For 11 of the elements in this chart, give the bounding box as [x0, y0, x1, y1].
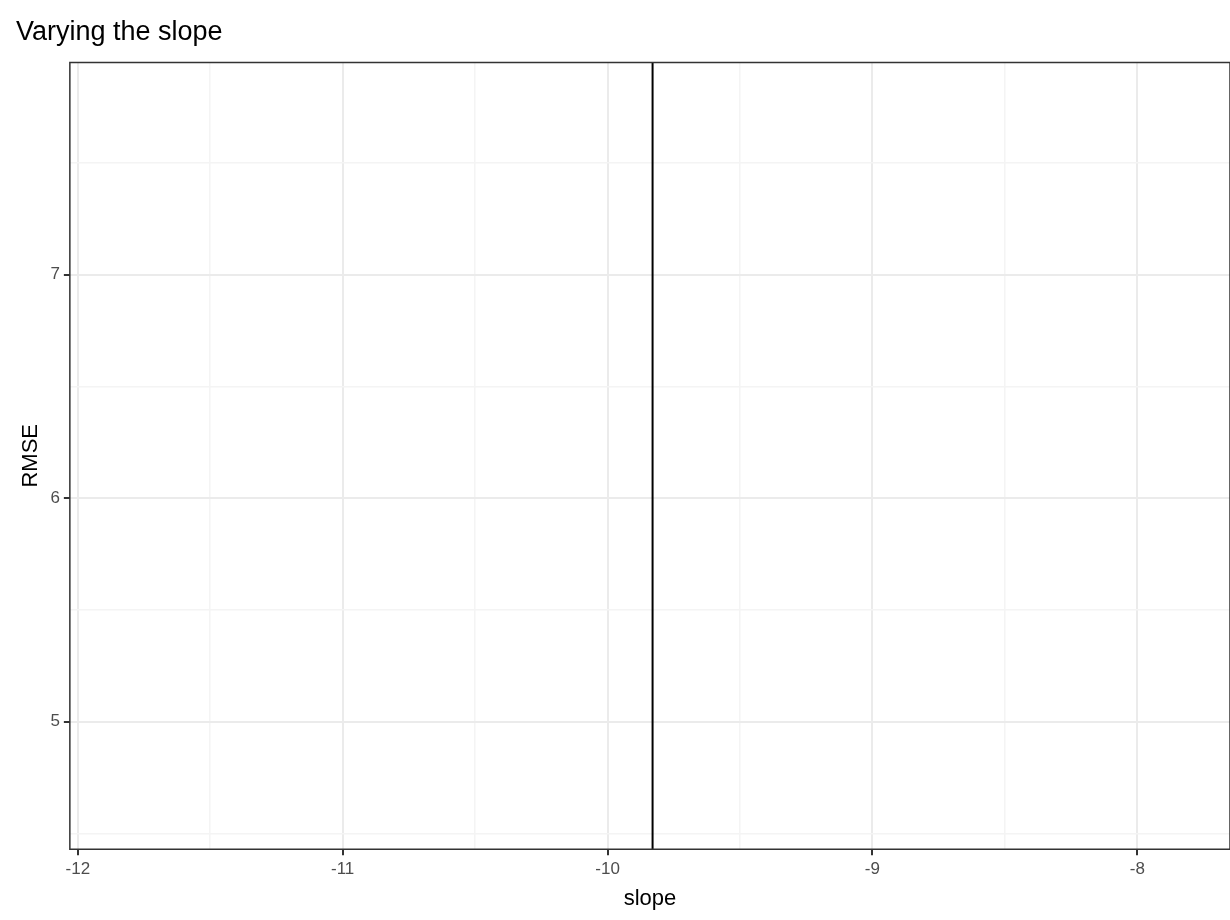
x-tick-label: -9: [864, 859, 880, 879]
y-tick-label: 6: [50, 487, 60, 507]
y-tick-label: 7: [50, 264, 60, 284]
x-tick-label: -8: [1129, 859, 1145, 879]
y-tick-label: 5: [50, 711, 60, 731]
x-axis-title: slope: [623, 884, 677, 910]
y-axis-title: RMSE: [17, 424, 43, 488]
x-tick-label: -11: [331, 859, 355, 879]
x-tick-label: -10: [595, 859, 620, 879]
chart-title: Varying the slope: [16, 15, 223, 46]
x-tick-label: -12: [65, 859, 91, 879]
